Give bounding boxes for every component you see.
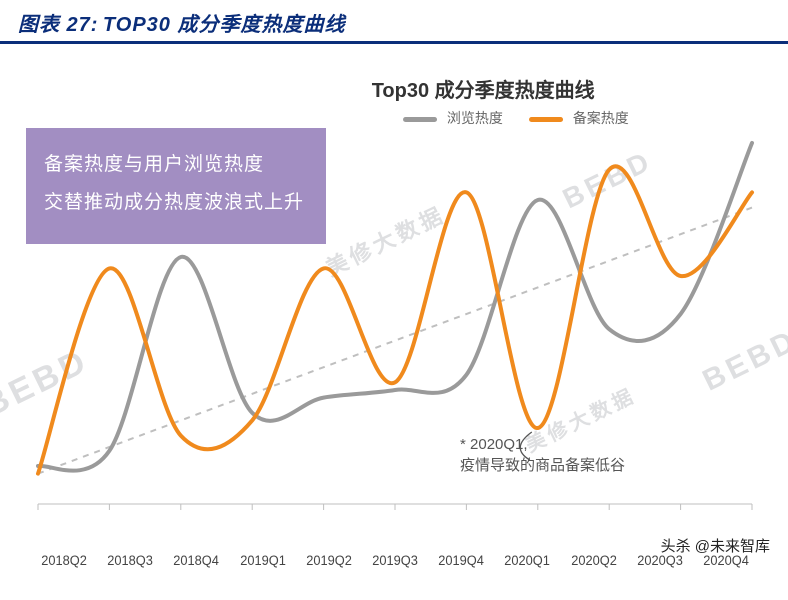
figure-header: 图表 27: TOP30 成分季度热度曲线 bbox=[0, 0, 788, 44]
callout-line1: 备案热度与用户浏览热度 bbox=[44, 146, 304, 184]
x-tick-label: 2019Q4 bbox=[438, 553, 484, 568]
x-ticks bbox=[38, 504, 752, 510]
x-tick-label: 2018Q2 bbox=[41, 553, 87, 568]
note-line2: 疫情导致的商品备案低谷 bbox=[460, 457, 625, 474]
x-tick-label: 2019Q2 bbox=[306, 553, 352, 568]
x-tick-label: 2020Q1 bbox=[505, 553, 551, 568]
x-tick-label: 2019Q1 bbox=[240, 553, 286, 568]
figure-title: TOP30 成分季度热度曲线 bbox=[103, 14, 346, 36]
x-tick-label: 2018Q3 bbox=[107, 553, 153, 568]
insight-callout: 备案热度与用户浏览热度 交替推动成分热度波浪式上升 bbox=[26, 128, 326, 244]
annotation-2020q1: * 2020Q1, 疫情导致的商品备案低谷 bbox=[460, 434, 625, 476]
x-tick-label: 2019Q3 bbox=[372, 553, 418, 568]
chart-area: BEBD 美修大数据 BEBD 美修大数据 BEBD Top30 成分季度热度曲… bbox=[0, 44, 788, 584]
x-axis-labels: 2018Q2 2018Q3 2018Q4 2019Q1 2019Q2 2019Q3 2019… bbox=[40, 553, 750, 568]
note-line1: 2020Q1, bbox=[470, 436, 528, 453]
x-tick-label: 2020Q2 bbox=[571, 553, 617, 568]
source-credit: 头杀 @未来智库 bbox=[661, 535, 770, 556]
figure-label: 图表 27: bbox=[18, 14, 98, 36]
callout-line2: 交替推动成分热度波浪式上升 bbox=[44, 184, 304, 222]
note-asterisk: * bbox=[460, 436, 466, 453]
x-tick-label: 2018Q4 bbox=[174, 553, 220, 568]
